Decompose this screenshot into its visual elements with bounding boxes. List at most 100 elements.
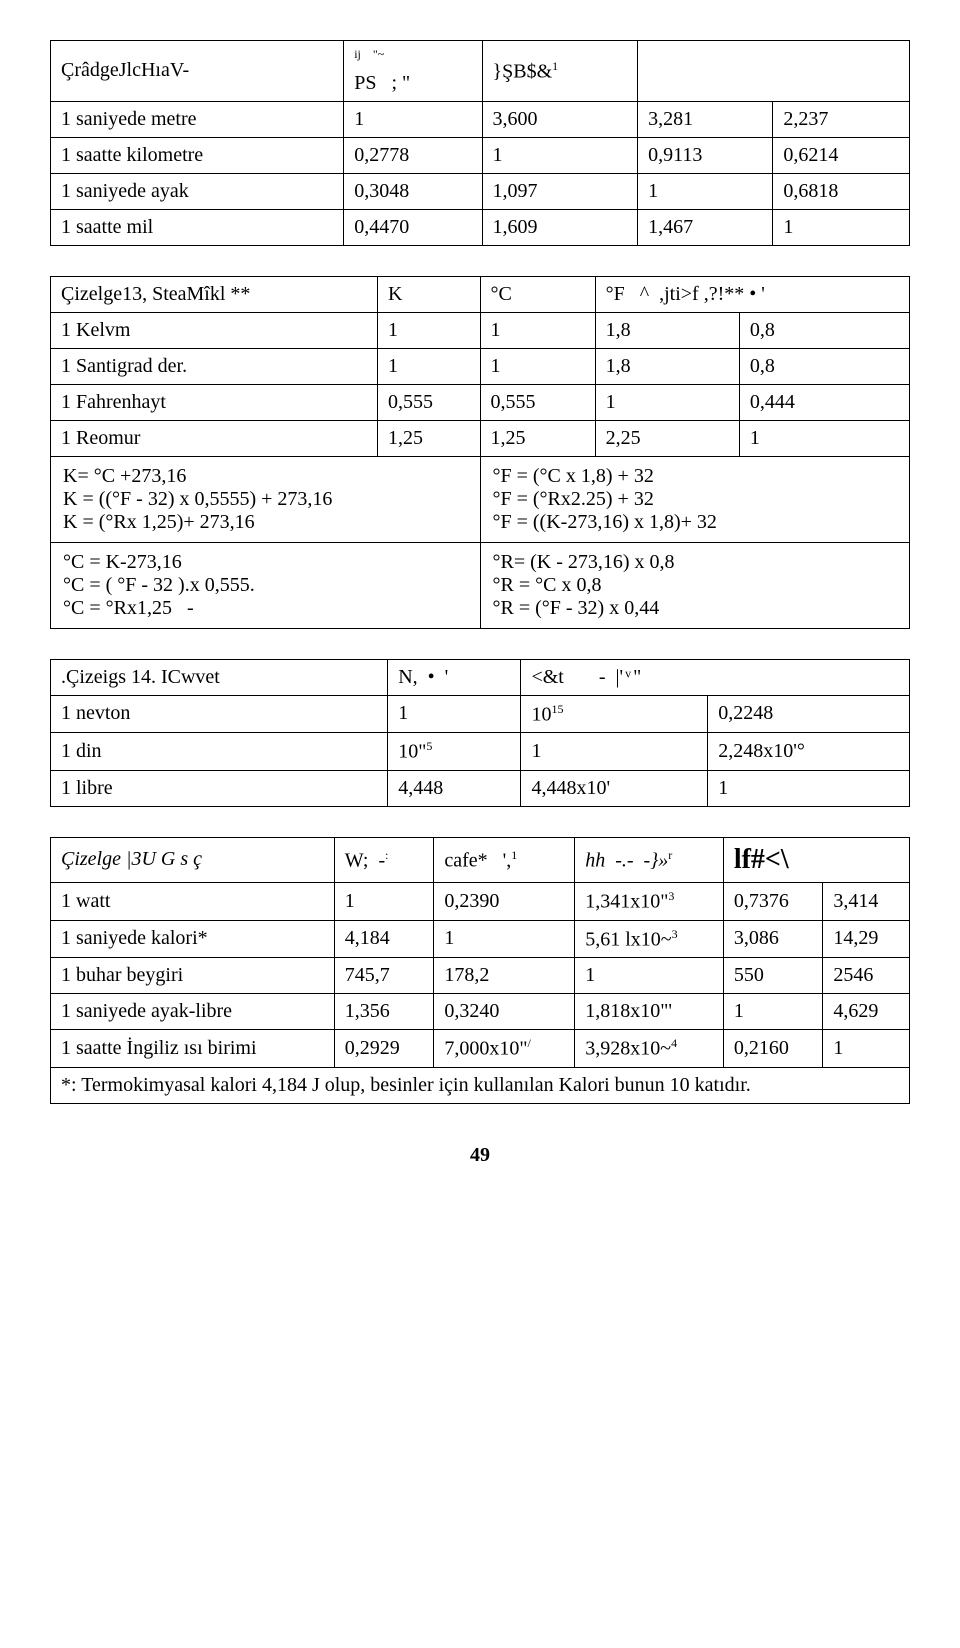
cell: 0,2929 [334, 1030, 434, 1068]
cell: 0,3048 [344, 173, 482, 209]
cell: 1 [521, 733, 708, 771]
cell: 745,7 [334, 958, 434, 994]
t3-c1: <&t - |' ͮ " [521, 659, 910, 695]
cell: 0,2390 [434, 882, 575, 920]
t2-c2: °F ^ ,jti>f ,?!** • ' [595, 276, 909, 312]
t1-h2: }ŞB$&1 [482, 41, 638, 102]
cell: 1,609 [482, 209, 638, 245]
formula-left2: °C = K-273,16 °C = ( °F - 32 ).x 0,555. … [51, 542, 481, 628]
cell: 1,8 [595, 312, 739, 348]
cell: 1 saniyede ayak [51, 173, 344, 209]
cell: 1,25 [480, 420, 595, 456]
cell: 178,2 [434, 958, 575, 994]
cell: 10"5 [388, 733, 521, 771]
cell: 3,414 [823, 882, 910, 920]
cell: 1 [823, 1030, 910, 1068]
cell: 1 saatte mil [51, 209, 344, 245]
cell: 1 [708, 770, 910, 806]
cell: 2,237 [773, 101, 910, 137]
formula-right2: °R= (K - 273,16) x 0,8 °R = °C x 0,8 °R … [480, 542, 910, 628]
cell: 1 [377, 312, 480, 348]
cell: 0,6214 [773, 137, 910, 173]
cell: 1 [773, 209, 910, 245]
t4-c1: cafe* ',1 [434, 837, 575, 882]
cell: 5,61 lx10~3 [575, 920, 724, 958]
cell: 1,25 [377, 420, 480, 456]
cell: 1 [638, 173, 773, 209]
cell: 1 nevton [51, 695, 388, 733]
t2-c1: °C [480, 276, 595, 312]
cell: 0,4470 [344, 209, 482, 245]
cell: 3,086 [723, 920, 823, 958]
cell: 3,600 [482, 101, 638, 137]
cell: 7,000x10"/ [434, 1030, 575, 1068]
cell: 1 Santigrad der. [51, 348, 378, 384]
cell: 0,555 [480, 384, 595, 420]
cell: 1 [480, 348, 595, 384]
cell: 1 [723, 994, 823, 1030]
cell: 0,2778 [344, 137, 482, 173]
t1-h3 [638, 41, 910, 102]
cell: 1 saniyede metre [51, 101, 344, 137]
cell: 1 [739, 420, 909, 456]
cell: 1 [377, 348, 480, 384]
cell: 0,2248 [708, 695, 910, 733]
cell: 1 saniyede ayak-libre [51, 994, 335, 1030]
cell: 1 saniyede kalori* [51, 920, 335, 958]
cell: 1 Kelvm [51, 312, 378, 348]
t2-c0: K [377, 276, 480, 312]
temperature-conversion-table: Çizelge13, SteaMîkl ** K °C °F ^ ,jti>f … [50, 276, 910, 629]
cell: 2,248x10'° [708, 733, 910, 771]
cell: 1 [480, 312, 595, 348]
cell: 0,2160 [723, 1030, 823, 1068]
cell: 1 libre [51, 770, 388, 806]
cell: 1 Reomur [51, 420, 378, 456]
cell: 1,818x10"' [575, 994, 724, 1030]
page-number: 49 [50, 1144, 910, 1167]
cell: 1,097 [482, 173, 638, 209]
cell: 3,928x10~4 [575, 1030, 724, 1068]
cell: 1 [344, 101, 482, 137]
t3-title: .Çizeigs 14. ICwvet [51, 659, 388, 695]
cell: 1,356 [334, 994, 434, 1030]
cell: 550 [723, 958, 823, 994]
power-conversion-table: Çizelge |3U G s ç W; -: cafe* ',1 hh -.-… [50, 837, 910, 1104]
cell: 3,281 [638, 101, 773, 137]
t3-c0: N, • ' [388, 659, 521, 695]
cell: 4,184 [334, 920, 434, 958]
t1-h0: ÇrâdgeJlcHıaV- [51, 41, 344, 102]
t1-h1: ij "~PS ; " [344, 41, 482, 102]
t4-c2: hh -.- -}»r [575, 837, 724, 882]
t4-title: Çizelge |3U G s ç [51, 837, 335, 882]
cell: 0,444 [739, 384, 909, 420]
cell: 1,8 [595, 348, 739, 384]
cell: 1 [482, 137, 638, 173]
cell: 0,6818 [773, 173, 910, 209]
t4-c3: lf#<\ [723, 837, 909, 882]
t2-title: Çizelge13, SteaMîkl ** [51, 276, 378, 312]
cell: 2,25 [595, 420, 739, 456]
cell: 0,9113 [638, 137, 773, 173]
formula-right: °F = (°C x 1,8) + 32 °F = (°Rx2.25) + 32… [480, 456, 910, 542]
cell: 4,448x10' [521, 770, 708, 806]
cell: 0,555 [377, 384, 480, 420]
cell: 1 [595, 384, 739, 420]
cell: 1 [575, 958, 724, 994]
cell: 1 Fahrenhayt [51, 384, 378, 420]
cell: 1 [388, 695, 521, 733]
cell: 1 [334, 882, 434, 920]
cell: 4,629 [823, 994, 910, 1030]
cell: 1,341x10"3 [575, 882, 724, 920]
t4-c0: W; -: [334, 837, 434, 882]
cell: 14,29 [823, 920, 910, 958]
force-conversion-table: .Çizeigs 14. ICwvet N, • ' <&t - |' ͮ " … [50, 659, 910, 807]
cell: 0,3240 [434, 994, 575, 1030]
footnote: *: Termokimyasal kalori 4,184 J olup, be… [51, 1067, 910, 1103]
cell: 1 watt [51, 882, 335, 920]
cell: 1,467 [638, 209, 773, 245]
speed-conversion-table: ÇrâdgeJlcHıaV- ij "~PS ; " }ŞB$&1 1 sani… [50, 40, 910, 246]
cell: 0,7376 [723, 882, 823, 920]
cell: 1 [434, 920, 575, 958]
cell: 4,448 [388, 770, 521, 806]
cell: 0,8 [739, 348, 909, 384]
